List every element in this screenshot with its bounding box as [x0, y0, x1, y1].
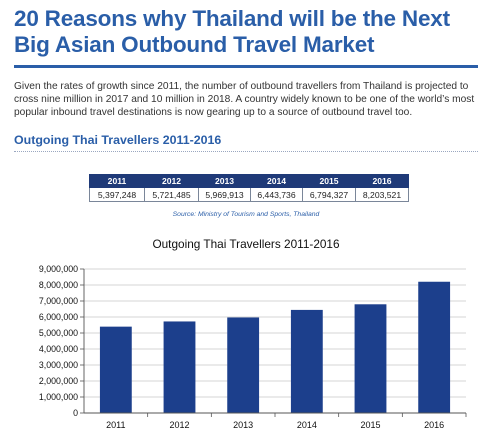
x-tick-label: 2015 [360, 420, 380, 430]
y-tick-label: 3,000,000 [39, 360, 78, 370]
x-tick-label: 2013 [233, 420, 253, 430]
bar-2013 [227, 317, 260, 413]
table-row: 5,397,248 5,721,485 5,969,913 6,443,736 … [89, 187, 409, 202]
table-cell: 6,443,736 [250, 187, 303, 202]
bar-2016 [418, 281, 451, 413]
y-tick-label: 0 [73, 408, 78, 418]
bar-2015 [354, 304, 387, 413]
source-note: Source: Ministry of Tourism and Sports, … [172, 211, 320, 218]
bar-2012 [163, 321, 196, 413]
chart-gridlines [84, 268, 466, 398]
section-heading: Outgoing Thai Travellers 2011-2016 [14, 133, 222, 147]
article-headline: 20 Reasons why Thailand will be the Next… [14, 6, 450, 57]
y-tick-label: 1,000,000 [39, 392, 78, 402]
table-header-cell: 2016 [355, 174, 409, 188]
chart-tick-labels: 0 1,000,000 2,000,000 3,000,000 4,000,000 5,0… [39, 264, 444, 430]
table-header-cell: 2014 [250, 174, 303, 188]
y-tick-label: 4,000,000 [39, 344, 78, 354]
chart-title: Outgoing Thai Travellers 2011-2016 [152, 237, 340, 251]
y-tick-label: 7,000,000 [39, 296, 78, 306]
table-header-cell: 2011 [89, 174, 145, 188]
y-tick-label: 6,000,000 [39, 312, 78, 322]
bar-2014 [290, 309, 323, 413]
x-tick-label: 2014 [297, 420, 317, 430]
intro-paragraph: Given the rates of growth since 2011, th… [14, 81, 475, 119]
y-tick-label: 5,000,000 [39, 328, 78, 338]
x-tick-label: 2016 [424, 420, 444, 430]
headline-rule [14, 65, 478, 68]
table-cell: 8,203,521 [355, 187, 409, 202]
x-tick-label: 2012 [169, 420, 189, 430]
table-header-row: 2011 2012 2013 2014 2015 2016 [89, 174, 409, 188]
section-divider [14, 151, 478, 152]
bar-2011 [99, 326, 132, 413]
travellers-table: 2011 2012 2013 2014 2015 2016 5,397,248 … [89, 174, 409, 202]
chart-bars [99, 281, 451, 413]
chart-axes [80, 268, 467, 417]
y-tick-label: 8,000,000 [39, 280, 78, 290]
y-tick-label: 2,000,000 [39, 376, 78, 386]
table-cell: 6,794,327 [302, 187, 356, 202]
table-header-cell: 2015 [302, 174, 356, 188]
y-tick-label: 9,000,000 [39, 264, 78, 274]
x-tick-label: 2011 [106, 420, 125, 430]
